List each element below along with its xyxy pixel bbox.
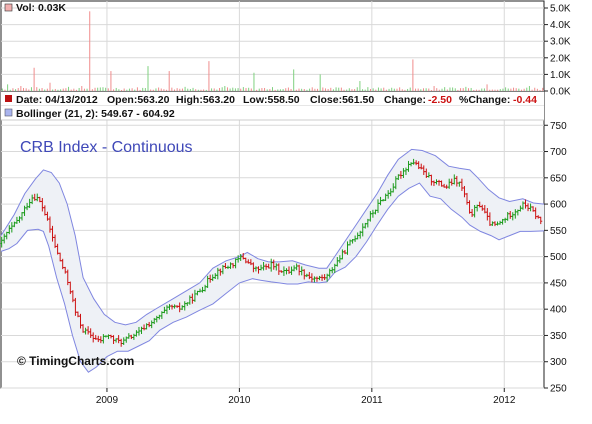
volume-tick-label: 3.0K <box>550 37 571 48</box>
low-label: Low:558.50 <box>243 94 300 106</box>
chart-title: CRB Index - Continuous <box>20 139 193 156</box>
bollinger-bar <box>1 106 544 120</box>
time-tick-label: 2010 <box>228 395 251 406</box>
price-tick-label: 750 <box>550 121 567 132</box>
volume-bars <box>1 11 544 91</box>
volume-tick-label: 1.0K <box>550 70 571 81</box>
price-tick-label: 550 <box>550 226 567 237</box>
volume-axis: 5.0K 4.0K 3.0K 2.0K 1.0K 0.0K <box>544 4 571 98</box>
price-tick-label: 500 <box>550 252 567 263</box>
price-tick-label: 700 <box>550 147 567 158</box>
open-label: Open:563.20 <box>107 94 170 106</box>
close-label: Close:561.50 <box>310 94 374 106</box>
pct-change-value: -0.44 <box>513 94 537 106</box>
price-axis: 750 700 650 600 550 500 450 400 350 300 250 <box>544 121 567 395</box>
price-tick-label: 450 <box>550 278 567 289</box>
info-bar <box>1 92 544 106</box>
copyright-text: © TimingCharts.com <box>17 354 134 368</box>
volume-tick-label: 5.0K <box>550 4 571 15</box>
price-tick-label: 650 <box>550 173 567 184</box>
date-label: Date: 04/13/2012 <box>16 94 98 106</box>
volume-panel: Vol: 0.03K 5.0K 4.0K 3.0K 2.0K 1.0K 0.0K <box>0 0 571 98</box>
bollinger-lower-line <box>0 182 545 373</box>
price-bar <box>539 216 543 225</box>
ohlc-info: Date: 04/13/2012 Open:563.20 High:563.20… <box>16 94 537 106</box>
volume-tick-label: 4.0K <box>550 20 571 31</box>
time-tick-label: 2009 <box>96 395 119 406</box>
price-tick-label: 300 <box>550 357 567 368</box>
change-value: -2.50 <box>428 94 452 106</box>
volume-tick-label: 0.0K <box>550 87 571 98</box>
price-bars <box>0 158 543 347</box>
price-tick-label: 600 <box>550 200 567 211</box>
change-label: Change: <box>384 94 426 106</box>
time-tick-label: 2012 <box>493 395 516 406</box>
price-tick-label: 350 <box>550 331 567 342</box>
volume-legend-swatch <box>4 3 13 12</box>
bollinger-label: Bollinger (21, 2): 549.67 - 604.92 <box>16 108 175 120</box>
volume-tick-label: 2.0K <box>550 53 571 64</box>
price-tick-label: 250 <box>550 384 567 395</box>
bollinger-swatch <box>4 108 13 117</box>
volume-label: Vol: 0.03K <box>16 2 66 14</box>
date-swatch <box>5 95 12 102</box>
bollinger-upper-line <box>0 148 545 326</box>
time-axis: 2009 2010 2011 2012 <box>96 388 516 406</box>
pct-change-label: %Change: <box>459 94 510 106</box>
high-label: High:563.20 <box>176 94 235 106</box>
price-tick-label: 400 <box>550 305 567 316</box>
time-tick-label: 2011 <box>361 395 383 406</box>
